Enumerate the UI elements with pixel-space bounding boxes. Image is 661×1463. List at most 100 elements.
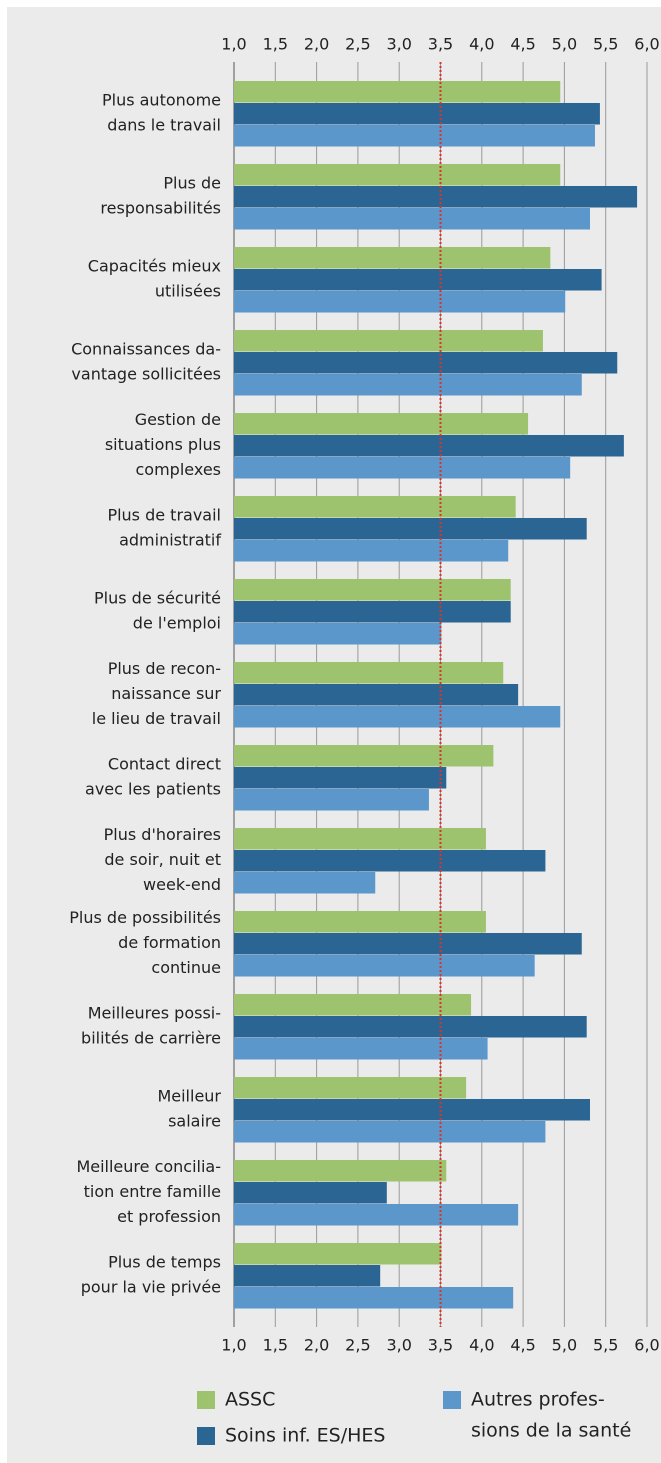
bar: [234, 1099, 591, 1121]
bar: [234, 1077, 467, 1099]
legend-label: ASSC: [225, 1389, 275, 1411]
bar: [234, 994, 472, 1016]
x-tick-label: 3,5: [428, 35, 453, 54]
bar: [234, 540, 509, 562]
bar: [234, 435, 624, 457]
x-tick-label: 4,0: [469, 35, 494, 54]
x-tick-label: 3,0: [386, 35, 411, 54]
bar: [234, 103, 600, 125]
category-label: de formation: [118, 933, 221, 952]
category-label: naissance sur: [111, 684, 221, 703]
category-label: complexes: [136, 460, 222, 479]
category-label: Plus de travail: [107, 506, 221, 525]
bar: [234, 601, 511, 623]
bar: [234, 1287, 514, 1309]
bar: [234, 352, 618, 374]
bar: [234, 330, 543, 352]
x-tick-label: 1,0: [221, 35, 246, 54]
x-tick-label: 5,0: [552, 1336, 577, 1355]
x-tick-label: 1,5: [263, 1336, 288, 1355]
bar: [234, 1182, 387, 1204]
legend-label: sions de la santé: [471, 1420, 631, 1442]
bar: [234, 125, 595, 147]
bar: [234, 1016, 587, 1038]
bar: [234, 911, 486, 933]
category-label: vantage sollicitées: [71, 365, 221, 384]
category-label: administratif: [119, 531, 221, 550]
bar: [234, 496, 516, 518]
bar: [234, 955, 535, 977]
category-label: avec les patients: [85, 780, 221, 799]
x-tick-label: 2,0: [304, 1336, 329, 1355]
x-tick-label: 2,5: [345, 1336, 370, 1355]
x-tick-label: 5,5: [593, 35, 618, 54]
category-label: Plus de: [163, 174, 221, 193]
category-label: pour la vie privée: [81, 1278, 221, 1297]
legend-label: Autres profes-: [471, 1389, 605, 1411]
category-label: week-end: [143, 875, 221, 894]
bar: [234, 1038, 488, 1060]
bar: [234, 872, 376, 894]
bar: [234, 186, 638, 208]
category-label: et profession: [117, 1207, 221, 1226]
category-label: Plus de possibilités: [69, 908, 221, 927]
bar: [234, 247, 551, 269]
legend-swatch: [443, 1391, 461, 1409]
legend-label: Soins inf. ES/HES: [225, 1425, 385, 1447]
x-tick-label: 5,0: [552, 35, 577, 54]
x-tick-label: 1,0: [221, 1336, 246, 1355]
category-label: le lieu de travail: [92, 709, 221, 728]
x-tick-label: 4,0: [469, 1336, 494, 1355]
category-label: de soir, nuit et: [104, 850, 221, 869]
bar: [234, 684, 519, 706]
bar: [234, 579, 511, 601]
category-label: Plus de sécurité: [94, 589, 221, 608]
category-label: Meilleures possi-: [88, 1004, 221, 1023]
x-tick-label: 4,5: [510, 1336, 535, 1355]
bar: [234, 745, 494, 767]
category-label: Meilleure concilia-: [76, 1157, 221, 1176]
category-label: continue: [151, 958, 221, 977]
legend-swatch: [197, 1391, 215, 1409]
x-tick-label: 4,5: [510, 35, 535, 54]
bar: [234, 413, 529, 435]
category-label: Contact direct: [108, 755, 221, 774]
category-label: Gestion de: [135, 410, 221, 429]
legend-swatch: [197, 1427, 215, 1445]
bar: [234, 208, 591, 230]
category-label: responsabilités: [100, 199, 221, 218]
bar: [234, 457, 571, 479]
category-label: Connaissances da-: [71, 340, 221, 359]
bar: [234, 789, 429, 811]
category-label: dans le travail: [107, 116, 221, 135]
bar: [234, 933, 582, 955]
bar: [234, 164, 561, 186]
bar: [234, 623, 442, 645]
bar: [234, 1243, 442, 1265]
bar: [234, 767, 447, 789]
bar: [234, 81, 561, 103]
x-tick-label: 6,0: [634, 35, 659, 54]
bar: [234, 518, 587, 540]
bar: [234, 269, 602, 291]
bar: [234, 291, 566, 313]
category-label: bilités de carrière: [81, 1029, 221, 1048]
x-tick-label: 3,5: [428, 1336, 453, 1355]
x-tick-label: 3,0: [386, 1336, 411, 1355]
category-label: Plus de recon-: [108, 659, 221, 678]
category-label: Plus d'horaires: [104, 825, 221, 844]
bar: [234, 706, 561, 728]
bar: [234, 662, 504, 684]
x-tick-label: 2,5: [345, 35, 370, 54]
bar: [234, 1160, 447, 1182]
category-label: salaire: [168, 1112, 221, 1131]
bar: [234, 1204, 519, 1226]
bar: [234, 828, 486, 850]
category-label: Plus de temps: [108, 1253, 221, 1272]
category-label: de l'emploi: [133, 614, 221, 633]
bar: [234, 1265, 381, 1287]
x-tick-label: 5,5: [593, 1336, 618, 1355]
category-label: Capacités mieux: [88, 257, 221, 276]
category-label: tion entre famille: [84, 1182, 221, 1201]
